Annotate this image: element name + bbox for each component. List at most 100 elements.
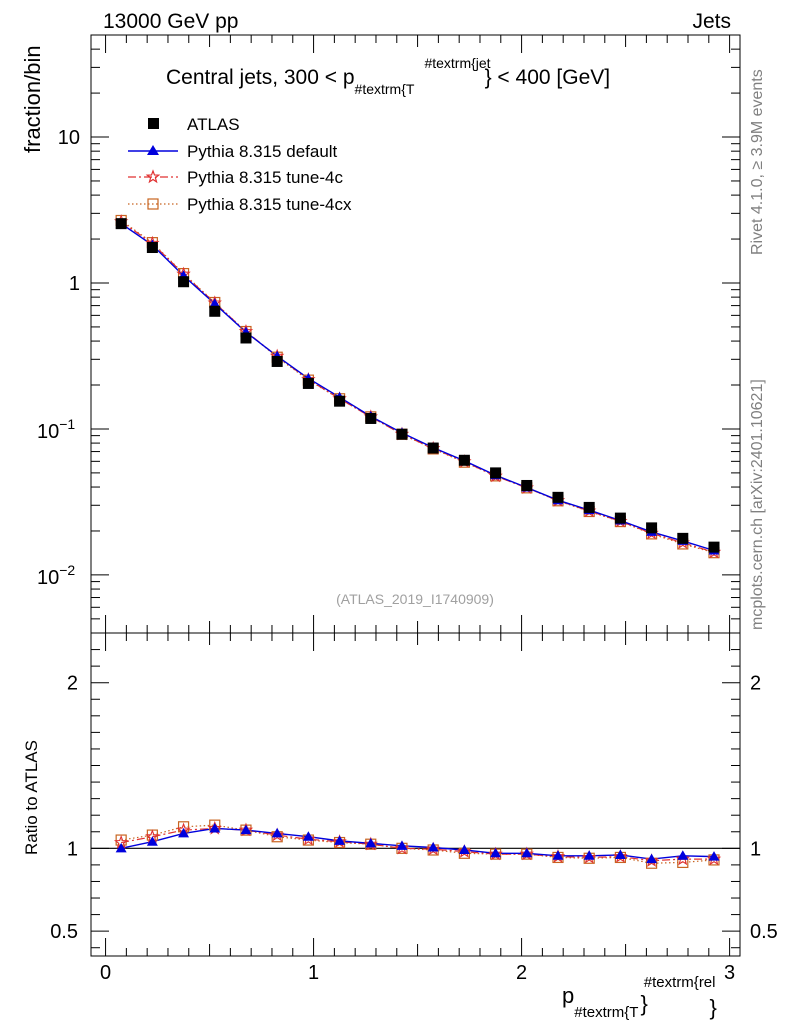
- ratio-point-default: [178, 827, 190, 838]
- ratio-point-tune4c: [301, 831, 316, 846]
- data-point-atlas: [302, 377, 314, 389]
- data-point-atlas: [271, 355, 283, 367]
- ratio-frame: [90, 632, 741, 957]
- legend-atlas-label: ATLAS: [187, 115, 240, 134]
- ratio-ytick-label-right: 0.5: [750, 921, 778, 943]
- ratio-ytick-label-right: 2: [750, 673, 761, 695]
- ratio-point-default: [365, 837, 377, 848]
- mcplots-label: mcplots.cern.ch [arXiv:2401.10621]: [749, 379, 766, 630]
- ratio-ytick-label-right: 1: [750, 838, 761, 860]
- main-ytick-label: 10−1: [37, 416, 75, 443]
- main-series-line: [120, 223, 715, 552]
- main-ytick-label: 1: [69, 273, 80, 295]
- data-point-atlas: [115, 218, 127, 230]
- xlabel-end: }: [710, 995, 717, 1020]
- main-ytick-label: 10: [58, 127, 80, 149]
- data-point-atlas: [458, 454, 470, 466]
- ratio-ytick-label-left: 1: [67, 838, 78, 860]
- xlabel-sub: #textrm{T: [574, 1004, 638, 1021]
- data-point-atlas: [240, 332, 252, 344]
- title-sup: #textrm{jet: [424, 55, 490, 71]
- ratio-point-tune4c: [675, 851, 690, 866]
- ratio-point-tune4c: [613, 849, 628, 863]
- ratio-point-default: [427, 842, 439, 852]
- xlabel-base: p: [562, 983, 574, 1008]
- legend-tune4cx-label: Pythia 8.315 tune-4cx: [187, 195, 352, 214]
- title-suffix: } < 400 [GeV]: [485, 66, 611, 89]
- main-ytick-label-exp: −1: [59, 416, 75, 432]
- legend-tune4c-marker: [145, 169, 161, 184]
- ratio-point-default: [115, 842, 127, 853]
- ratio-point-default: [552, 850, 564, 860]
- ratio-point-default: [396, 840, 408, 850]
- ratio-ytick-label-left: 2: [67, 673, 78, 695]
- data-point-atlas: [396, 428, 408, 440]
- data-point-atlas: [365, 412, 377, 424]
- ratio-xtick-label: 2: [516, 962, 527, 984]
- main-series-line: [120, 220, 715, 554]
- main-axis-ticks: [91, 34, 740, 634]
- ratio-point-default: [614, 849, 626, 859]
- xlabel-sup: #textrm{rel: [644, 974, 716, 991]
- ratio-xtick-label: 3: [724, 962, 735, 984]
- ratio-point-default: [708, 851, 720, 861]
- data-point-atlas: [146, 242, 158, 254]
- main-ytick-label: 10−2: [37, 562, 75, 589]
- title-sub: #textrm{T: [355, 81, 415, 97]
- ratio-point-default: [334, 835, 346, 845]
- data-point-atlas: [677, 532, 689, 544]
- xlabel-mid: }: [640, 991, 647, 1016]
- ratio-ytick-label-left: 0.5: [50, 921, 78, 943]
- data-point-atlas: [490, 467, 502, 479]
- rivet-label: Rivet 4.1.0, ≥ 3.9M events: [749, 69, 766, 255]
- ratio-point-default: [240, 824, 252, 835]
- data-point-atlas: [708, 541, 720, 553]
- ratio-point-tune4c: [269, 827, 285, 842]
- data-point-atlas: [583, 501, 595, 513]
- data-point-atlas: [614, 512, 626, 524]
- legend-tune4c-label: Pythia 8.315 tune-4c: [187, 168, 343, 187]
- main-series-layer: [113, 214, 722, 559]
- main-series-line: [120, 221, 715, 553]
- ratio-point-default: [458, 844, 470, 854]
- data-point-atlas: [209, 305, 221, 317]
- ratio-point-tune4c: [581, 849, 597, 864]
- main-ytick-label-exp: −2: [59, 562, 75, 578]
- data-point-atlas: [521, 479, 533, 491]
- ratio-point-default: [146, 836, 158, 846]
- data-point-atlas: [646, 522, 658, 534]
- ratio-xtick-labels: 0 1 2 3: [100, 962, 735, 984]
- ratio-point-default: [490, 847, 502, 858]
- ratio-xtick-label: 1: [308, 962, 319, 984]
- ratio-axis-ticks: [91, 633, 740, 956]
- title-prefix: Central jets, 300 < p: [166, 66, 355, 89]
- legend-atlas-marker: [148, 118, 159, 129]
- ratio-xtick-label: 0: [100, 962, 111, 984]
- legend: ATLAS Pythia 8.315 default Pythia 8.315 …: [128, 115, 352, 214]
- legend-tune4cx-marker: [147, 198, 159, 210]
- analysis-watermark: (ATLAS_2019_I1740909): [336, 591, 494, 607]
- ratio-point-default: [583, 850, 595, 860]
- ratio-point-default: [209, 822, 221, 833]
- ratio-point-default: [302, 831, 314, 841]
- main-ytick-label-base: 10: [37, 567, 59, 589]
- ratio-ylabel: Ratio to ATLAS: [22, 740, 41, 855]
- ratio-point-default: [521, 847, 533, 858]
- legend-default-marker: [147, 145, 159, 155]
- main-title: Central jets, 300 < p#textrm{T #textrm{je…: [166, 55, 610, 97]
- ratio-point-tune4c: [425, 841, 441, 856]
- data-point-atlas: [427, 442, 439, 454]
- data-point-default: [209, 298, 221, 308]
- data-point-atlas: [178, 276, 190, 288]
- header-right: Jets: [692, 10, 731, 33]
- ratio-point-default: [646, 853, 658, 864]
- main-ylabel: fraction/bin: [20, 45, 45, 153]
- xlabel: p#textrm{T}#textrm{rel}: [562, 974, 717, 1021]
- data-point-atlas: [552, 491, 564, 503]
- ratio-point-tune4c: [457, 844, 472, 858]
- ratio-point-tune4c: [706, 851, 722, 866]
- ratio-point-tune4c: [644, 853, 659, 867]
- ratio-series-layer: [113, 819, 722, 869]
- ratio-point-tune4c: [394, 840, 410, 855]
